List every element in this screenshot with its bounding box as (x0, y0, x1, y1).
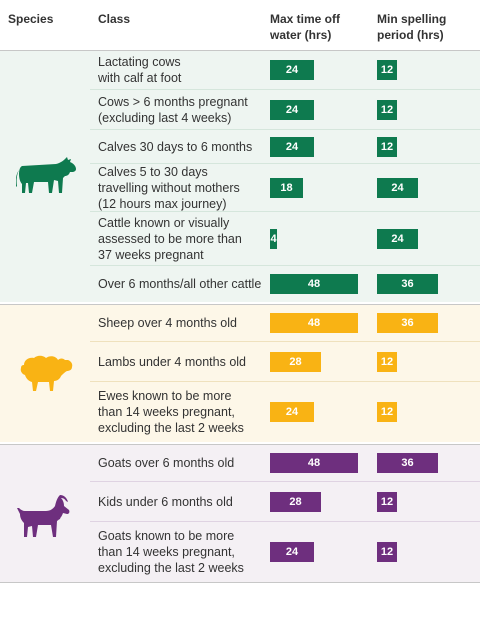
row-divider (90, 163, 480, 164)
class-label-line: Calves 30 days to 6 months (98, 140, 253, 154)
class-label-line: Lambs under 4 months old (98, 355, 247, 369)
class-label-line: Sheep over 4 months old (98, 316, 237, 330)
table-bottom-divider (0, 582, 480, 583)
class-label-line: 37 weeks pregnant (98, 248, 204, 262)
class-label: Cows > 6 months pregnant (excluding last … (98, 94, 248, 126)
class-label: Lambs under 4 months old (98, 354, 246, 370)
max-time-bar: 4 (270, 229, 277, 249)
min-spelling-bar: 24 (377, 178, 418, 198)
class-label-line: Over 6 months/all other cattle (98, 277, 262, 291)
max-time-bar: 24 (270, 60, 314, 80)
cow-icon (15, 156, 78, 201)
class-label-line: excluding the last 2 weeks (98, 421, 244, 435)
species-group-cattle: Lactating cows with calf at foot 24 12 Cows … (0, 50, 480, 302)
sheep-icon (16, 353, 74, 398)
table-row: Cattle known or visually assessed to be m… (90, 212, 480, 266)
class-label-line: Cows > 6 months pregnant (98, 95, 248, 109)
class-label-line: Goats over 6 months old (98, 456, 235, 470)
table-row: Sheep over 4 months old 48 36 (90, 304, 480, 342)
table-row: Lambs under 4 months old 28 12 (90, 342, 480, 382)
min-spelling-bar: 36 (377, 453, 438, 473)
min-spelling-bar: 12 (377, 542, 397, 562)
table-header: Species Class Max time off water (hrs) M… (0, 0, 480, 50)
class-label-line: Kids under 6 months old (98, 495, 233, 509)
max-time-bar: 28 (270, 352, 321, 372)
row-divider (90, 211, 480, 212)
class-label-line: than 14 weeks pregnant, (98, 405, 235, 419)
class-label: Goats over 6 months old (98, 455, 234, 471)
row-divider (90, 381, 480, 382)
group-divider (0, 304, 480, 305)
max-time-bar: 24 (270, 137, 314, 157)
class-label-line: Calves 5 to 30 days (98, 165, 208, 179)
row-divider (90, 129, 480, 130)
min-spelling-bar: 12 (377, 402, 397, 422)
class-label: Lactating cows with calf at foot (98, 54, 181, 86)
group-divider (0, 50, 480, 51)
min-spelling-bar: 36 (377, 274, 438, 294)
table-row: Goats over 6 months old 48 36 (90, 444, 480, 482)
min-spelling-header-line-2: period (hrs) (377, 28, 444, 42)
table-row: Over 6 months/all other cattle 48 36 (90, 266, 480, 302)
max-time-bar: 24 (270, 402, 314, 422)
class-label: Ewes known to be more than 14 weeks pregn… (98, 388, 244, 436)
species-group-sheep: Sheep over 4 months old 48 36 Lambs under 4… (0, 304, 480, 442)
min-spelling-bar: 24 (377, 229, 418, 249)
max-time-bar: 24 (270, 100, 314, 120)
max-time-header-line-1: Max time off (270, 12, 341, 26)
max-time-bar: 28 (270, 492, 321, 512)
class-label-line: assessed to be more than (98, 232, 242, 246)
min-spelling-bar: 12 (377, 352, 397, 372)
min-spelling-header-line-1: Min spelling (377, 12, 447, 26)
class-column-header: Class (98, 12, 131, 26)
max-time-header-line-2: water (hrs) (270, 28, 332, 42)
species-column-header: Species (8, 12, 54, 26)
max-time-bar: 48 (270, 274, 358, 294)
row-divider (90, 481, 480, 482)
class-label: Over 6 months/all other cattle (98, 276, 261, 292)
class-label-line: with calf at foot (98, 71, 182, 85)
class-label-line: Cattle known or visually (98, 216, 230, 230)
class-label-line: travelling without mothers (98, 181, 240, 195)
row-divider (90, 341, 480, 342)
class-label-line: Ewes known to be more (98, 389, 232, 403)
class-label: Kids under 6 months old (98, 494, 233, 510)
max-time-bar: 48 (270, 453, 358, 473)
max-time-bar: 24 (270, 542, 314, 562)
group-divider (0, 444, 480, 445)
table-row: Calves 30 days to 6 months 24 12 (90, 130, 480, 164)
class-label: Sheep over 4 months old (98, 315, 237, 331)
class-label-line: excluding the last 2 weeks (98, 561, 244, 575)
min-spelling-bar: 12 (377, 492, 397, 512)
min-spelling-column-header: Min spelling period (hrs) (377, 11, 446, 43)
max-time-column-header: Max time off water (hrs) (270, 11, 340, 43)
min-spelling-bar: 12 (377, 60, 397, 80)
class-label: Calves 5 to 30 days travelling without mo… (98, 164, 240, 212)
class-label-line: than 14 weeks pregnant, (98, 545, 235, 559)
row-divider (90, 89, 480, 90)
class-label: Cattle known or visually assessed to be m… (98, 215, 242, 263)
class-label: Calves 30 days to 6 months (98, 139, 252, 155)
max-time-bar: 18 (270, 178, 303, 198)
table-row: Lactating cows with calf at foot 24 12 (90, 50, 480, 90)
table-row: Goats known to be more than 14 weeks preg… (90, 522, 480, 582)
min-spelling-bar: 12 (377, 137, 397, 157)
table-row: Ewes known to be more than 14 weeks pregn… (90, 382, 480, 442)
class-label-line: Goats known to be more (98, 529, 235, 543)
min-spelling-bar: 12 (377, 100, 397, 120)
class-label-line: Lactating cows (98, 55, 181, 69)
goat-icon (16, 493, 72, 544)
row-divider (90, 265, 480, 266)
class-label-line: (12 hours max journey) (98, 197, 227, 211)
class-label: Goats known to be more than 14 weeks preg… (98, 528, 244, 576)
table-row: Kids under 6 months old 28 12 (90, 482, 480, 522)
table-row: Cows > 6 months pregnant (excluding last … (90, 90, 480, 130)
species-group-goats: Goats over 6 months old 48 36 Kids under 6 … (0, 444, 480, 582)
max-time-bar: 48 (270, 313, 358, 333)
min-spelling-bar: 36 (377, 313, 438, 333)
class-label-line: (excluding last 4 weeks) (98, 111, 232, 125)
table-row: Calves 5 to 30 days travelling without mo… (90, 164, 480, 212)
row-divider (90, 521, 480, 522)
